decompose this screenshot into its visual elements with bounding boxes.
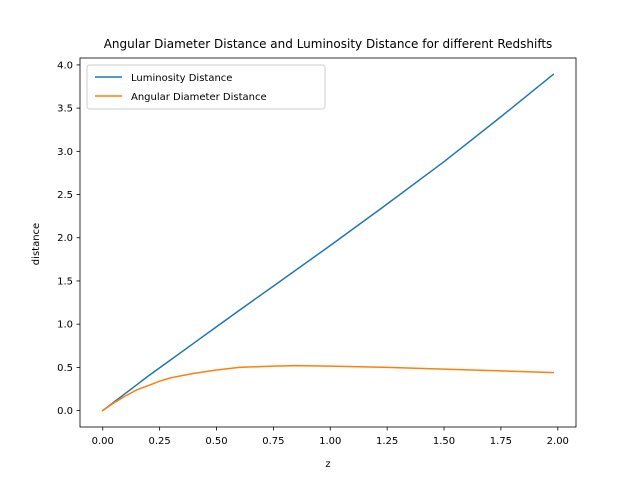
y-tick-label: 3.0 <box>57 147 73 158</box>
y-tick-label: 0.5 <box>57 363 73 374</box>
chart-title: Angular Diameter Distance and Luminosity… <box>104 37 553 51</box>
y-axis: 0.0 0.5 1.0 1.5 2.0 2.5 3.0 3.5 4.0 <box>57 60 80 417</box>
x-tick-label: 0.50 <box>205 436 227 447</box>
y-tick-label: 3.5 <box>57 104 73 115</box>
plot-area <box>79 57 577 428</box>
legend-box <box>86 64 326 110</box>
y-tick-label: 1.0 <box>57 320 73 331</box>
x-axis-label: z <box>325 459 330 470</box>
x-tick-label: 1.25 <box>376 436 398 447</box>
y-tick-label: 4.0 <box>57 60 73 71</box>
x-tick-label: 1.50 <box>433 436 455 447</box>
x-tick-label: 1.75 <box>490 436 512 447</box>
series-line-1 <box>101 364 555 412</box>
x-tick-label: 0.75 <box>262 436 284 447</box>
legend-label: Luminosity Distance <box>131 73 232 84</box>
series-line-0 <box>101 73 555 412</box>
y-tick-label: 2.0 <box>57 233 73 244</box>
axes-frame <box>79 57 577 428</box>
x-tick-label: 2.00 <box>547 436 569 447</box>
x-tick-label: 1.00 <box>319 436 341 447</box>
y-tick-label: 0.0 <box>57 406 73 417</box>
y-tick-label: 2.5 <box>57 190 73 201</box>
x-tick-label: 0.00 <box>92 436 114 447</box>
y-axis-label: distance <box>31 223 42 265</box>
legend: Luminosity Distance Angular Diameter Dist… <box>86 64 326 110</box>
x-tick-label: 0.25 <box>149 436 171 447</box>
y-tick-label: 1.5 <box>57 276 73 287</box>
x-axis: 0.00 0.25 0.50 0.75 1.00 1.25 1.50 1.75 2.00 <box>92 427 569 447</box>
legend-label: Angular Diameter Distance <box>131 92 267 103</box>
